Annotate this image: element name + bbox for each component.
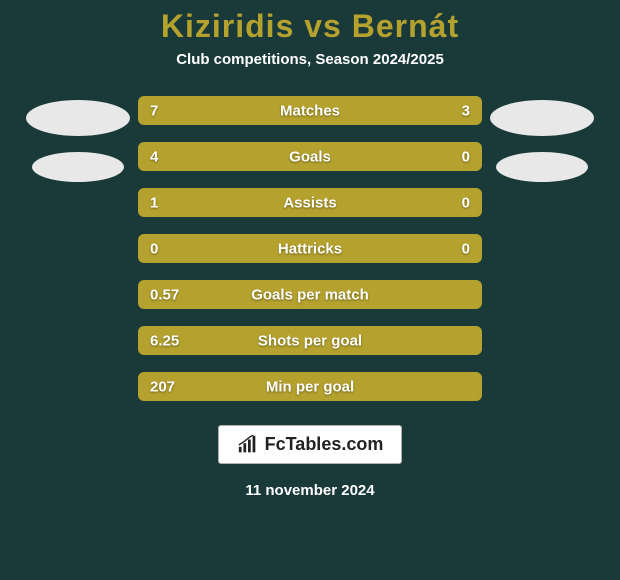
stat-label: Assists: [283, 194, 336, 211]
stat-bar-left: [138, 188, 399, 217]
page-title: Kiziridis vs Bernát: [161, 8, 459, 45]
page-subtitle: Club competitions, Season 2024/2025: [176, 51, 444, 68]
stat-label: Min per goal: [266, 378, 354, 395]
stat-value-right: 3: [462, 102, 470, 119]
stat-value-left: 1: [150, 194, 158, 211]
stat-value-right: 0: [462, 240, 470, 257]
player2-avatar-top: [490, 100, 594, 136]
comparison-card: Kiziridis vs Bernát Club competitions, S…: [0, 0, 620, 580]
stat-row-matches: 7 Matches 3: [138, 96, 482, 125]
stats-area: 7 Matches 3 4 Goals 0 1 Assists 0: [0, 96, 620, 401]
stat-label: Goals per match: [251, 286, 369, 303]
player1-avatar-top: [26, 100, 130, 136]
branding-badge[interactable]: FcTables.com: [218, 425, 403, 464]
stat-row-goals: 4 Goals 0: [138, 142, 482, 171]
stat-row-assists: 1 Assists 0: [138, 188, 482, 217]
chart-icon: [237, 435, 259, 455]
stat-value-left: 4: [150, 148, 158, 165]
stat-value-right: 0: [462, 148, 470, 165]
stat-bar-left: [138, 142, 399, 171]
stat-value-right: 0: [462, 194, 470, 211]
branding-text: FcTables.com: [265, 434, 384, 455]
stat-label: Shots per goal: [258, 332, 362, 349]
footer-date: 11 november 2024: [245, 482, 374, 499]
player2-avatar-bottom: [496, 152, 588, 182]
stat-row-min-per-goal: 207 Min per goal: [138, 372, 482, 401]
stat-value-left: 7: [150, 102, 158, 119]
player2-avatar-column: [482, 96, 602, 182]
stat-value-left: 0: [150, 240, 158, 257]
player1-avatar-column: [18, 96, 138, 182]
stat-bars-column: 7 Matches 3 4 Goals 0 1 Assists 0: [138, 96, 482, 401]
stat-row-shots-per-goal: 6.25 Shots per goal: [138, 326, 482, 355]
stat-row-goals-per-match: 0.57 Goals per match: [138, 280, 482, 309]
stat-row-hattricks: 0 Hattricks 0: [138, 234, 482, 263]
stat-value-left: 207: [150, 378, 175, 395]
stat-label: Hattricks: [278, 240, 342, 257]
stat-value-left: 0.57: [150, 286, 179, 303]
stat-label: Goals: [289, 148, 331, 165]
stat-value-left: 6.25: [150, 332, 179, 349]
stat-label: Matches: [280, 102, 340, 119]
stat-bar-left: [138, 234, 399, 263]
player1-avatar-bottom: [32, 152, 124, 182]
